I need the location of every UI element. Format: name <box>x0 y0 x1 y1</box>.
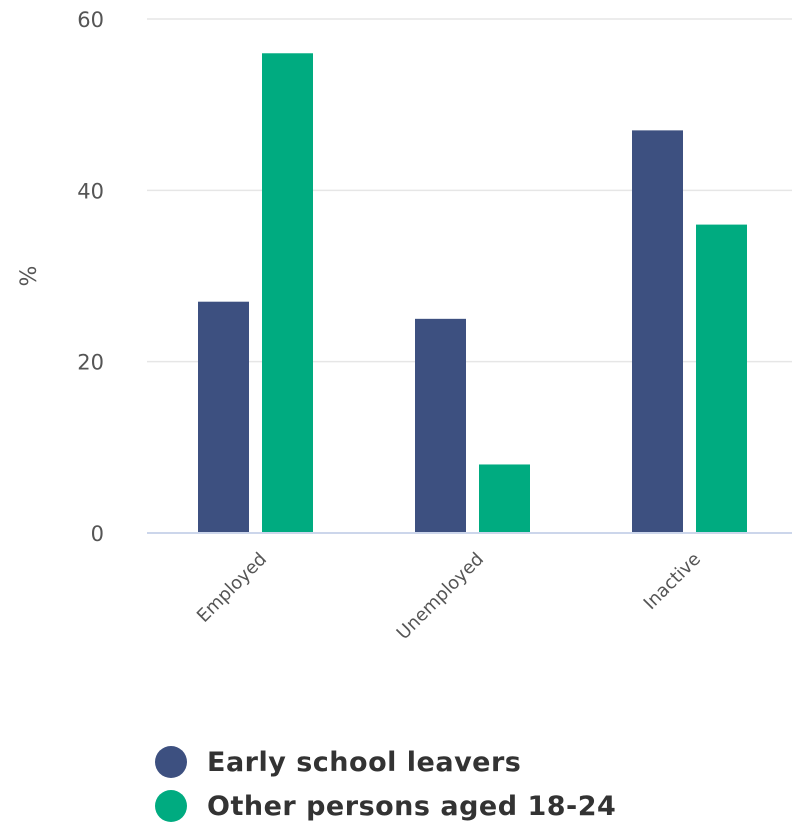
x-category-label: Unemployed <box>393 549 488 644</box>
bar-employed-series-2[interactable] <box>262 53 313 534</box>
x-axis-categories: Employed Unemployed Inactive <box>193 549 705 644</box>
y-axis-title: % <box>17 266 42 287</box>
legend-item[interactable]: Other persons aged 18-24 <box>155 784 616 828</box>
bar-chart: 0 20 40 60 % Employed Unemployed Inactive <box>17 8 792 644</box>
legend: Early school leavers Other persons aged 1… <box>155 740 616 828</box>
bars <box>198 53 747 534</box>
y-tick-label: 60 <box>77 8 104 32</box>
y-tick-label: 40 <box>77 179 104 203</box>
legend-label: Other persons aged 18-24 <box>207 790 617 822</box>
y-axis-ticks: 0 20 40 60 <box>77 8 104 546</box>
bar-inactive-series-1[interactable] <box>632 130 683 533</box>
legend-item[interactable]: Early school leavers <box>155 740 616 784</box>
y-tick-label: 20 <box>77 351 104 375</box>
legend-marker-icon <box>155 790 187 822</box>
x-category-label: Employed <box>193 549 271 627</box>
bar-employed-series-1[interactable] <box>198 301 249 533</box>
y-tick-label: 0 <box>91 522 104 546</box>
bar-unemployed-series-2[interactable] <box>479 464 530 533</box>
bar-unemployed-series-1[interactable] <box>415 318 466 533</box>
legend-label: Early school leavers <box>207 746 522 778</box>
x-category-label: Inactive <box>640 549 705 614</box>
legend-marker-icon <box>155 746 187 778</box>
bar-inactive-series-2[interactable] <box>696 224 747 533</box>
gridlines <box>147 18 792 363</box>
